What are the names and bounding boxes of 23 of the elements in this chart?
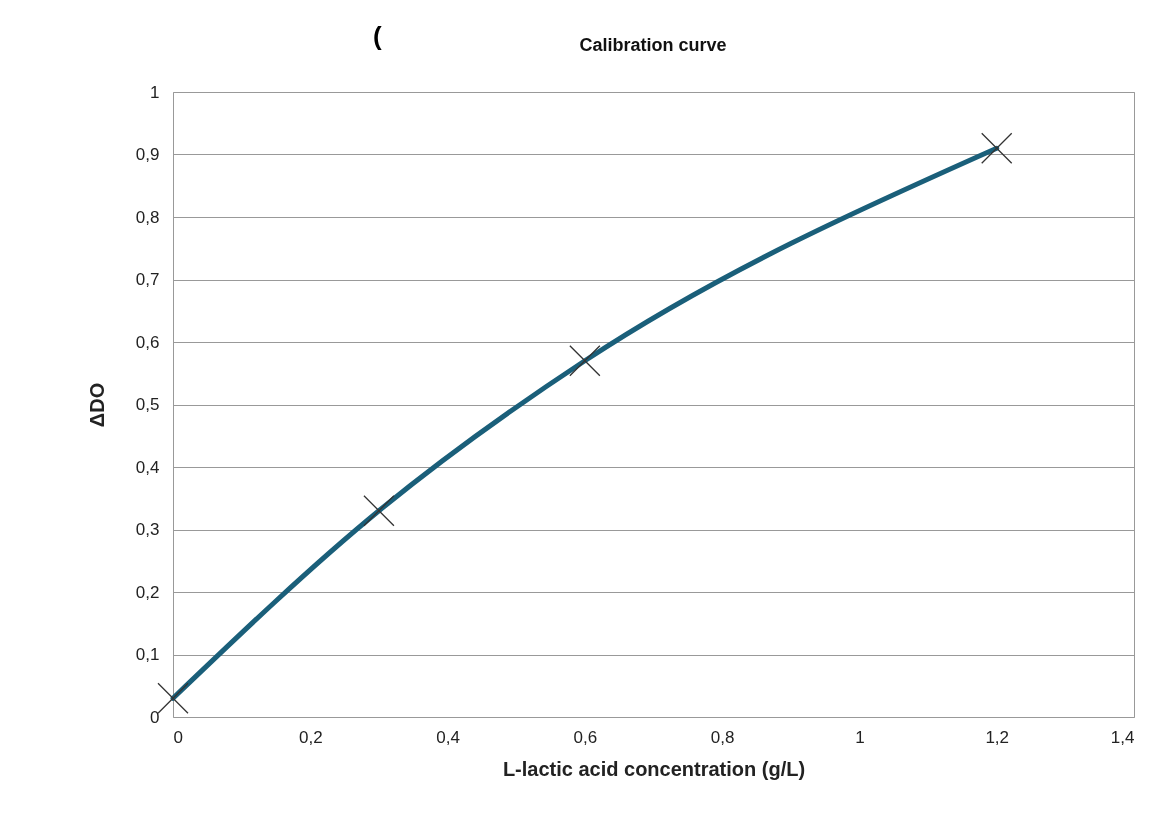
y-tick-label: 0,7 [135, 270, 160, 289]
y-tick-label: 0,1 [135, 645, 160, 664]
y-tick-label: 0,8 [135, 207, 160, 227]
x-tick-label: 0,4 [436, 727, 460, 747]
x-tick-label: 1 [855, 727, 865, 747]
x-tick-label: 0 [173, 727, 183, 747]
y-tick-label: 0,4 [135, 457, 160, 477]
y-tick-label: 0,6 [135, 332, 160, 352]
y-tick-label: 0,5 [135, 395, 160, 414]
y-tick-label: 0,3 [135, 520, 160, 539]
x-axis-title: L-lactic acid concentration (g/L) [502, 757, 806, 780]
y-axis-title: ΔDO [85, 382, 108, 428]
x-tick-label: 0,2 [298, 727, 323, 747]
y-tick-label: 0,2 [135, 582, 160, 602]
y-tick-label: 0 [150, 707, 160, 727]
y-tick-label: 0,9 [135, 145, 160, 164]
x-tick-label: 1,2 [985, 727, 1010, 747]
chart-title: Calibration curve [579, 35, 727, 55]
x-tick-label: 1,4 [1110, 727, 1135, 747]
x-tick-label: 0,6 [573, 727, 598, 747]
x-tick-label: 0,8 [710, 727, 735, 747]
text: ( [373, 21, 382, 51]
y-tick-label: 1 [150, 82, 160, 102]
